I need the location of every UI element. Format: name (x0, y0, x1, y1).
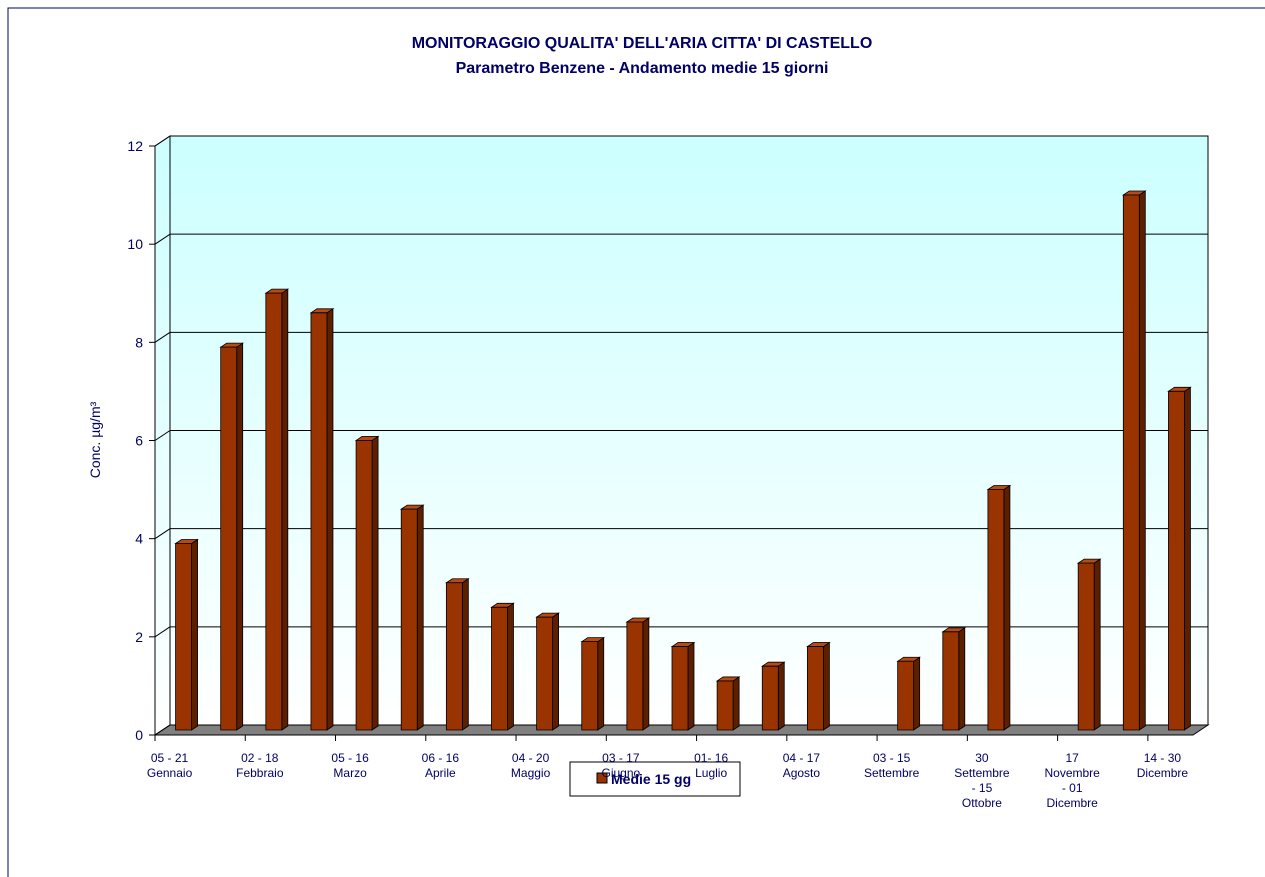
grid-line (154, 430, 171, 441)
bar (264, 288, 290, 731)
chart-title: MONITORAGGIO QUALITA' DELL'ARIA CITTA' D… (412, 35, 873, 52)
bar (670, 641, 696, 731)
bar (941, 627, 967, 731)
bar-front (491, 606, 508, 731)
bar (1076, 558, 1102, 731)
x-tick-label: 02 - 18 Febbraio (236, 751, 284, 780)
bar-side (822, 641, 830, 731)
bar-front (1077, 562, 1095, 731)
bar-side (326, 308, 334, 731)
y-axis-label: Conc. µg/m³ (87, 401, 103, 478)
x-tick-label: 04 - 17 Agosto (782, 751, 821, 780)
bar-front (626, 621, 644, 731)
x-tick-label: 14 - 30 Dicembre (1136, 751, 1189, 780)
bar-side (642, 617, 650, 731)
x-tick-label: 06 - 16 Aprile (421, 751, 460, 780)
bar-side (777, 661, 785, 731)
bar-side (958, 627, 966, 731)
bar (445, 578, 470, 731)
bar-front (671, 646, 689, 731)
bar-front (265, 292, 283, 731)
bar-front (175, 543, 192, 731)
bar (354, 435, 380, 731)
x-tick-label: 30 Settembre - 15 Ottobre (954, 751, 1010, 810)
bar-side (416, 504, 424, 731)
x-tick-label: 04 - 20 Maggio (510, 751, 551, 780)
bar (219, 342, 245, 731)
bar-front (355, 440, 373, 731)
bar-side (1138, 190, 1146, 731)
bar-side (461, 578, 469, 731)
bar-front (1168, 390, 1185, 731)
frame (7, 7, 1265, 877)
bar-side (191, 538, 198, 731)
bar (580, 636, 606, 731)
bar-front (220, 346, 238, 731)
bar (806, 641, 831, 731)
bar-front (942, 631, 960, 731)
bar (399, 504, 425, 731)
bar (309, 308, 335, 731)
y-tick-label: 0 (135, 727, 143, 743)
bar (1121, 190, 1147, 731)
x-tick-label: 03 - 17 Giugno (601, 751, 641, 780)
y-tick-label: 6 (135, 433, 143, 449)
bar (625, 617, 651, 731)
bar-side (1003, 484, 1011, 731)
bar (896, 656, 921, 731)
x-tick-label: 01- 16 Luglio (694, 751, 729, 780)
grid-line (154, 626, 171, 638)
bar-front (761, 665, 779, 731)
bar-side (732, 676, 740, 731)
bar-front (716, 680, 734, 731)
bar-front (310, 312, 328, 731)
x-tick-label: 05 - 16 Marzo (331, 751, 369, 780)
y-tick-label: 8 (135, 334, 143, 350)
bar-front (445, 582, 463, 731)
grid-line (154, 233, 171, 245)
y-tick-label: 12 (127, 138, 143, 154)
x-tick-label: 03 - 15 Settembre (863, 751, 920, 780)
bar-side (281, 288, 289, 731)
bar (760, 661, 786, 731)
bar-front (806, 646, 824, 731)
bar-side (552, 612, 560, 731)
bar (535, 612, 560, 731)
legend-label: Medie 15 gg (611, 771, 691, 787)
bar-front (987, 489, 1005, 731)
grid-line (154, 135, 171, 147)
bar-side (1184, 386, 1191, 731)
bar-front (1122, 194, 1140, 731)
legend-swatch (596, 772, 608, 784)
grid-line (154, 724, 171, 736)
bar-front (400, 508, 418, 731)
bar-front (581, 641, 599, 731)
x-tick-label: 05 - 21 Gennaio (146, 751, 193, 780)
y-tick-label: 2 (135, 629, 143, 645)
chart-subtitle: Parametro Benzene - Andamento medie 15 g… (456, 60, 829, 77)
bar (174, 538, 199, 731)
bar-side (236, 342, 244, 731)
bar-front (897, 660, 915, 731)
grid-line (154, 331, 171, 343)
bar-side (1093, 558, 1101, 731)
bar-side (507, 602, 514, 731)
bar-side (371, 435, 379, 731)
bar (490, 602, 515, 731)
bar (986, 484, 1012, 731)
bar-side (913, 656, 921, 731)
bar-side (597, 636, 605, 731)
bar (715, 676, 741, 731)
x-tick-label: 17 Novembre - 01 Dicembre (1044, 751, 1100, 810)
bar-side (687, 641, 695, 731)
bar (1167, 386, 1192, 731)
y-tick-label: 10 (127, 236, 143, 252)
grid-line (154, 528, 171, 540)
y-tick-label: 4 (135, 531, 143, 547)
bar-front (536, 616, 554, 731)
